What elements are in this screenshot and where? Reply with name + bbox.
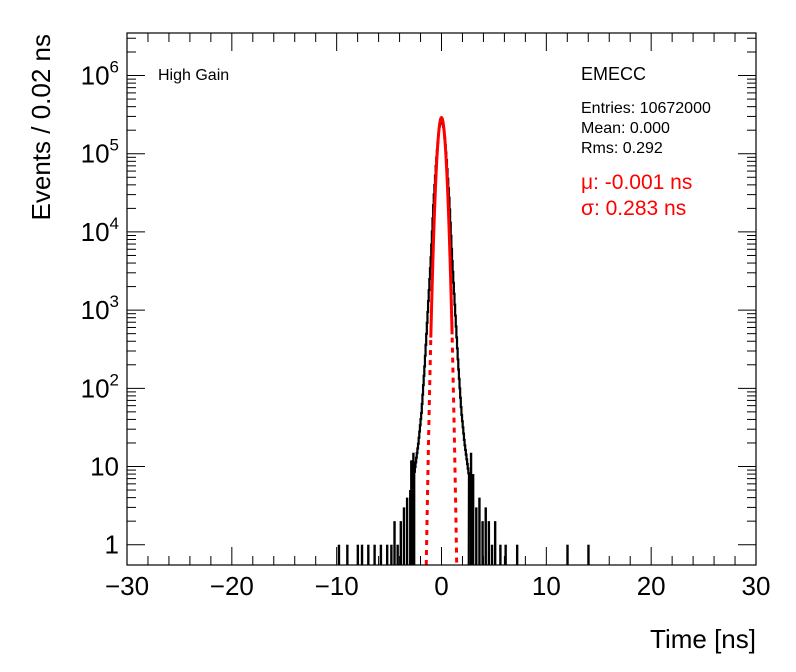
histogram-bin	[373, 544, 376, 565]
stats-entries: Entries: 10672000	[581, 100, 711, 117]
histogram-bin	[471, 474, 475, 565]
y-tick-label: 103	[81, 292, 119, 325]
region-label: High Gain	[158, 67, 229, 84]
x-tick-label: −30	[105, 571, 149, 601]
histogram-core	[413, 116, 471, 566]
histogram-bin	[410, 460, 413, 565]
histogram-bin	[504, 544, 507, 565]
histogram-bin	[405, 497, 409, 565]
fit-curve-right-tail	[450, 337, 459, 563]
x-tick-label: −20	[210, 571, 254, 601]
fit-mu-label: μ: -0.001 ns	[581, 171, 692, 194]
x-tick-label: −10	[315, 571, 359, 601]
histogram-bin	[481, 521, 484, 565]
histogram-bin	[484, 507, 487, 565]
y-tick-label: 105	[81, 136, 119, 169]
histogram-bin	[566, 544, 569, 565]
y-tick-label: 106	[81, 58, 119, 91]
x-axis-title: Time [ns]	[650, 624, 756, 654]
histogram-bin	[490, 544, 494, 565]
y-tick-label: 10	[90, 452, 119, 482]
fit-curve-core	[429, 116, 454, 338]
histogram-bin	[487, 521, 491, 565]
x-tick-label: 30	[742, 571, 771, 601]
histogram-bin	[493, 521, 497, 565]
histogram-bin	[399, 521, 403, 565]
y-tick-label: 1	[105, 530, 119, 560]
histogram-bin	[337, 544, 341, 565]
fit-curve-left-tail	[424, 339, 433, 566]
axis-ticks: −30 −20 −10 0 10 20 30 1 10 102 103 104 105 106	[81, 33, 771, 601]
y-tick-label: 102	[81, 370, 119, 403]
stats-mean: Mean: 0.000	[581, 120, 670, 137]
histogram-bin	[515, 544, 519, 565]
histogram-bin	[390, 544, 393, 565]
histogram-bin	[360, 544, 364, 565]
histogram-bin	[412, 452, 415, 565]
y-tick-label: 104	[81, 214, 119, 247]
x-tick-label: 0	[434, 571, 448, 601]
stats-rms: Rms: 0.292	[581, 140, 663, 157]
histogram-bin	[587, 544, 590, 565]
histogram-bin	[356, 544, 360, 565]
histogram-bin	[396, 544, 399, 565]
histogram-bin	[469, 452, 473, 565]
histogram-bin	[385, 544, 389, 565]
histogram-bin	[478, 497, 481, 565]
y-axis-title: Events / 0.02 ns	[26, 34, 56, 220]
x-tick-label: 10	[532, 571, 561, 601]
fit-sigma-label: σ: 0.283 ns	[581, 197, 686, 220]
histogram-bin	[379, 544, 383, 565]
histogram-bin	[393, 521, 396, 565]
x-tick-label: 20	[637, 571, 666, 601]
histogram-bin	[367, 544, 370, 565]
histogram-bin	[499, 544, 502, 565]
gaussian-fit-layer	[424, 116, 459, 566]
detector-label: EMECC	[581, 64, 646, 84]
histogram-bin	[346, 544, 349, 565]
histogram-bin	[402, 507, 406, 565]
histogram-bin	[475, 507, 478, 565]
histogram-layer	[337, 116, 590, 566]
